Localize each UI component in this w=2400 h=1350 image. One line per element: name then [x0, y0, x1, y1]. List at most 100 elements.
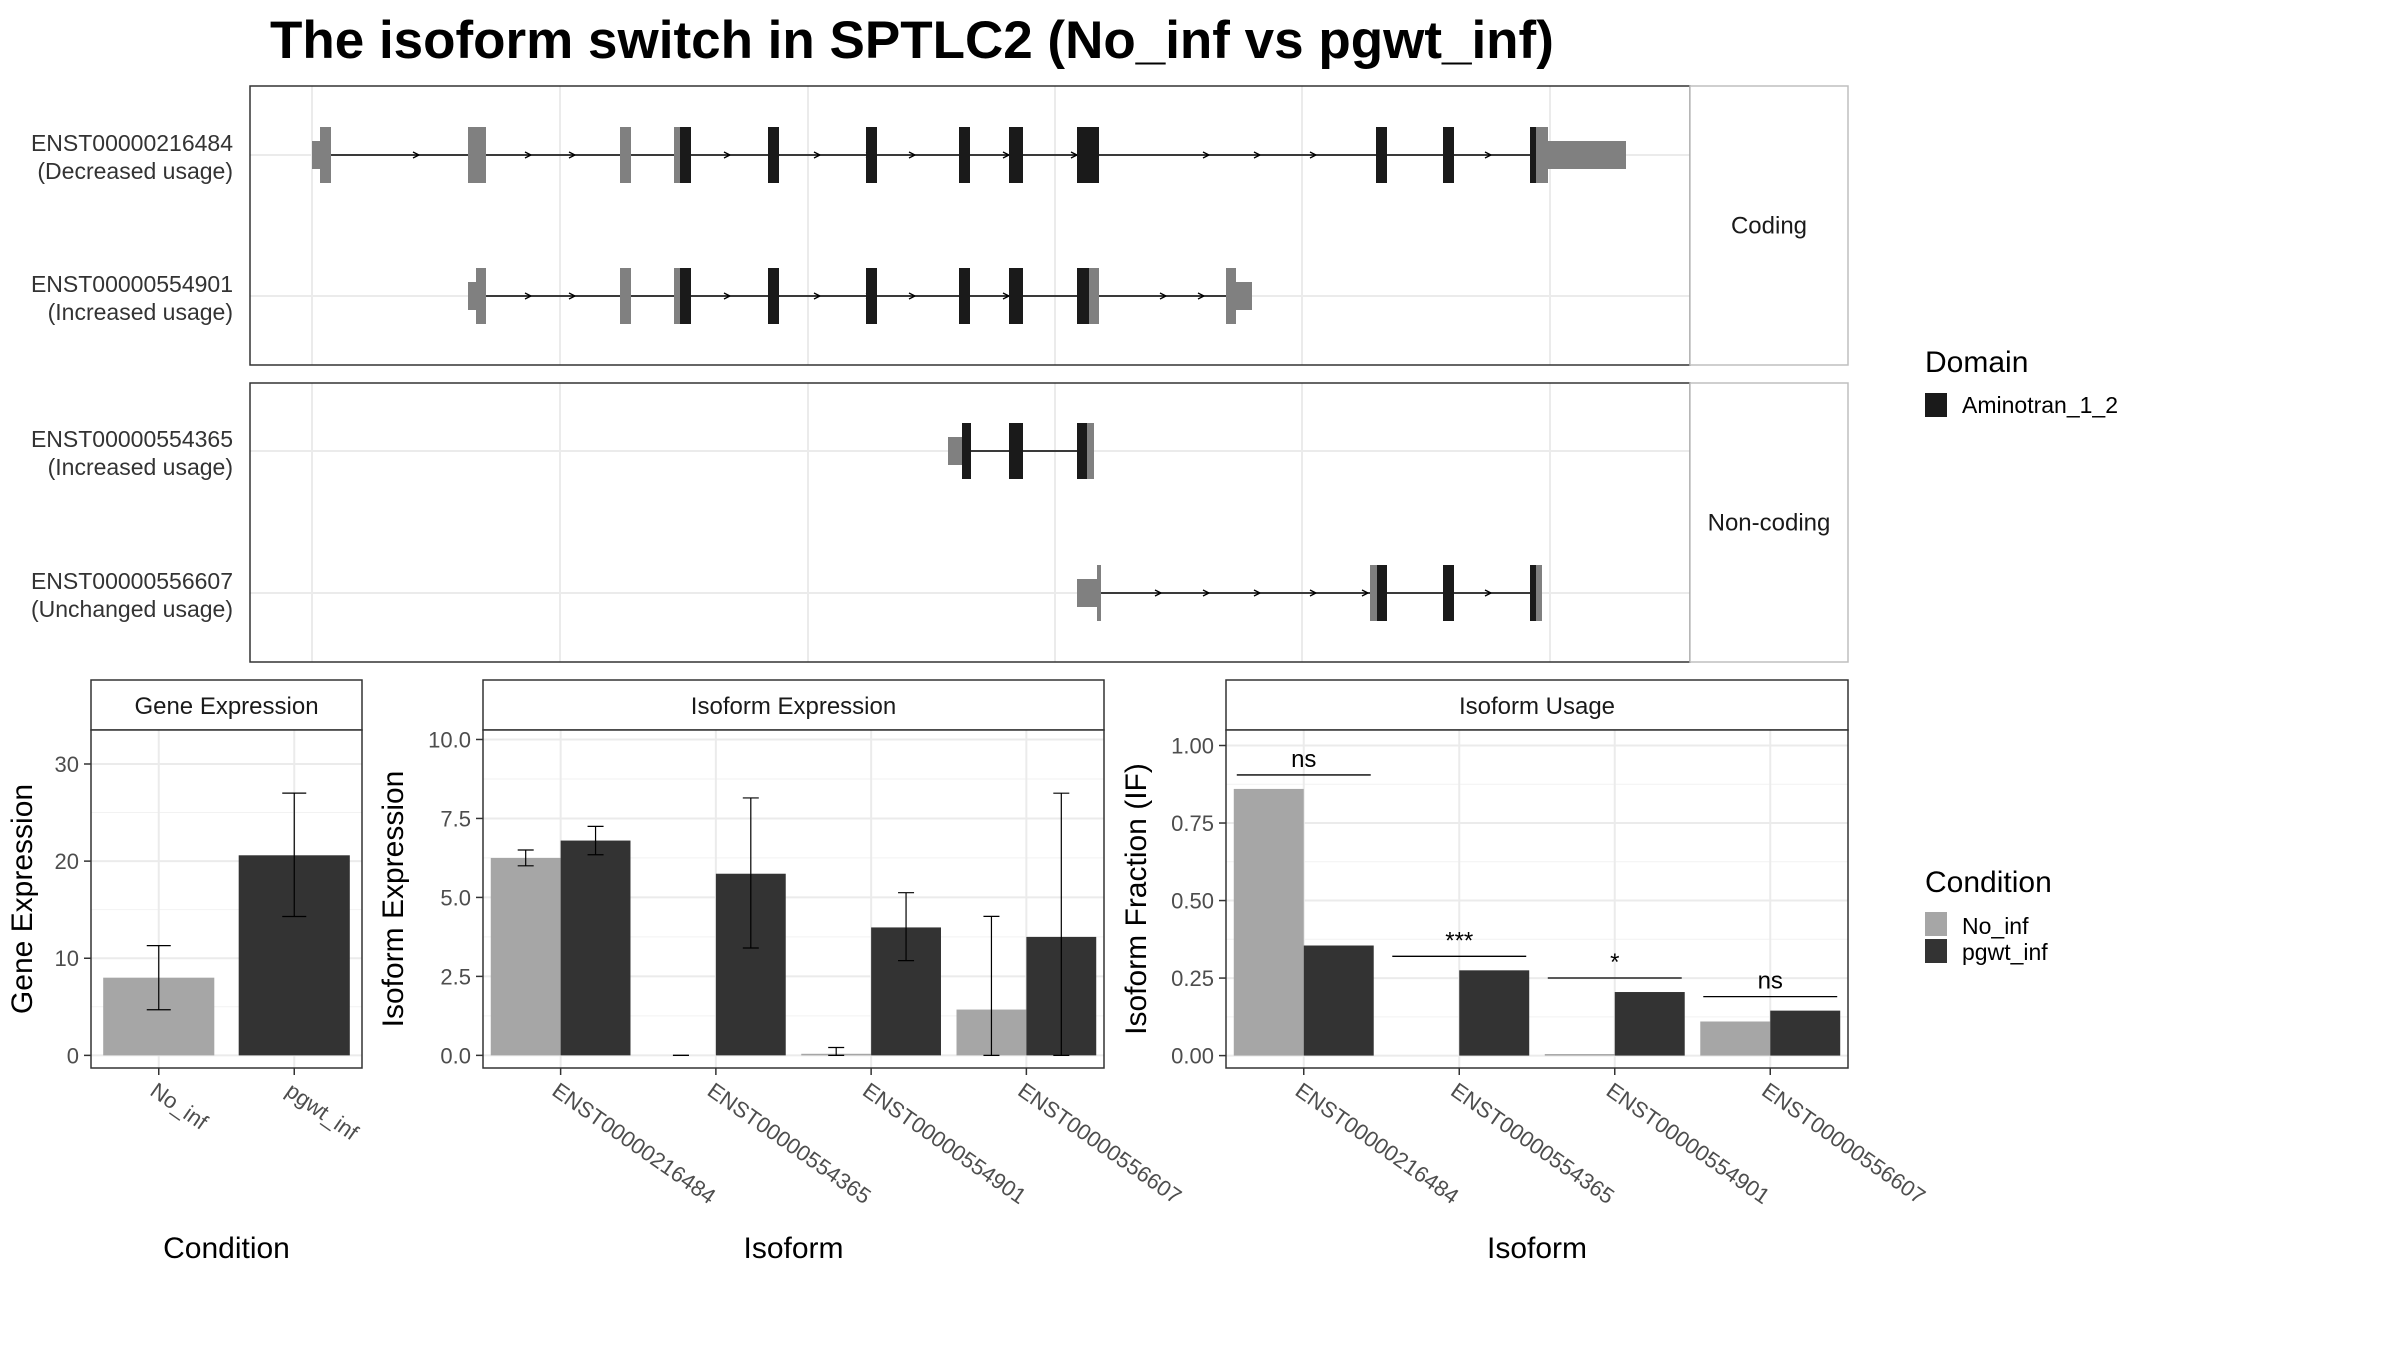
coding-exon	[1536, 127, 1548, 183]
y-tick-label: 30	[55, 752, 79, 777]
figure-title: The isoform switch in SPTLC2 (No_inf vs …	[270, 11, 1554, 70]
coding-exon	[1536, 565, 1542, 621]
domain-legend-label: Aminotran_1_2	[1962, 392, 2118, 418]
intron-arrow	[1309, 151, 1318, 159]
bar-pgwt_inf-ENST00000554901	[1614, 992, 1685, 1056]
facet-strip	[1689, 382, 1849, 663]
chart-strip	[482, 679, 1105, 731]
utr-exon	[1077, 579, 1097, 607]
domain-exon	[1443, 127, 1454, 183]
chart-title: Isoform Usage	[1459, 693, 1615, 720]
x-tick-label: ENST00000556607	[1014, 1078, 1187, 1209]
y-axis-title: Gene Expression	[6, 784, 39, 1014]
coding-exon	[674, 268, 680, 324]
domain-legend-title: Domain	[1925, 346, 2028, 379]
y-tick-label: 7.5	[440, 806, 471, 831]
domain-exon	[1530, 565, 1536, 621]
x-axis-title: Isoform	[1487, 1232, 1587, 1265]
intron-arrow	[1159, 292, 1168, 300]
intron-arrow	[524, 151, 533, 159]
y-tick-label: 0.50	[1171, 889, 1214, 914]
domain-exon	[866, 127, 877, 183]
bar-No_inf-ENST00000556607	[1700, 1021, 1771, 1056]
coding-exon	[620, 127, 631, 183]
y-tick-label: 1.00	[1171, 734, 1214, 759]
gene-expression-chart: Gene Expression 0 10 20 30 No_inf pgwt_inf Cond…	[6, 679, 364, 1265]
x-tick-label: ENST00000216484	[548, 1078, 721, 1209]
condition-legend: Condition No_inf pgwt_inf	[1925, 866, 2052, 965]
bar-No_inf-ENST00000216484	[1233, 788, 1304, 1056]
x-tick-label: No_inf	[146, 1078, 213, 1135]
significance-label: ns	[1291, 746, 1316, 773]
domain-exon	[1077, 127, 1099, 183]
y-tick-label: 0	[67, 1043, 79, 1068]
bar-pgwt_inf-ENST00000216484	[560, 840, 631, 1056]
intron-arrow	[1202, 589, 1211, 597]
domain-exon	[1009, 423, 1023, 479]
condition-legend-label-no-inf: No_inf	[1962, 913, 2029, 939]
domain-exon	[866, 268, 877, 324]
transcript-id-label: ENST00000554901	[31, 271, 233, 297]
transcript-id-label: ENST00000556607	[31, 568, 233, 594]
intron-arrow	[908, 292, 917, 300]
y-tick-label: 10	[55, 946, 79, 971]
chart-title: Isoform Expression	[691, 693, 896, 720]
intron-arrow	[1253, 589, 1262, 597]
domain-exon	[959, 268, 970, 324]
x-axis-title: Condition	[163, 1232, 290, 1265]
utr-exon	[948, 437, 962, 465]
y-axis-title: Isoform Fraction (IF)	[1120, 763, 1153, 1035]
domain-exon	[680, 268, 691, 324]
x-tick-label: ENST00000554365	[1446, 1078, 1619, 1209]
bar-pgwt_inf-ENST00000216484	[1303, 945, 1374, 1056]
bar-pgwt_inf-ENST00000556607	[1770, 1010, 1841, 1056]
intron-arrow	[412, 151, 421, 159]
intron-arrow	[1202, 151, 1211, 159]
domain-exon	[768, 127, 779, 183]
x-tick-label: pgwt_inf	[281, 1078, 363, 1146]
intron-arrow	[1484, 589, 1493, 597]
utr-exon	[1548, 141, 1626, 169]
condition-legend-label-pgwt-inf: pgwt_inf	[1962, 939, 2048, 965]
y-tick-label: 0.25	[1171, 966, 1214, 991]
intron-arrow	[568, 151, 577, 159]
utr-exon	[1236, 282, 1252, 310]
facet-label-0: Coding	[1731, 213, 1807, 240]
transcript-usage-label: (Increased usage)	[48, 299, 233, 325]
x-tick-label: ENST00000554365	[703, 1078, 876, 1209]
utr-exon	[468, 282, 476, 310]
domain-exon	[1077, 423, 1087, 479]
utr-exon	[312, 141, 322, 169]
condition-legend-swatch-no-inf	[1925, 912, 1947, 936]
domain-exon	[962, 423, 971, 479]
y-tick-label: 10.0	[428, 727, 471, 752]
coding-exon	[1226, 268, 1236, 324]
transcript-structure-panel: Coding Non-coding ENST00000216484(Decrease…	[31, 85, 1849, 663]
significance-label: ***	[1445, 927, 1473, 954]
domain-exon	[1443, 565, 1454, 621]
y-tick-label: 5.0	[440, 885, 471, 910]
coding-exon	[320, 127, 331, 183]
significance-label: *	[1610, 949, 1619, 976]
chart-strip	[1225, 679, 1849, 731]
intron-arrow	[1361, 589, 1370, 597]
domain-exon	[1009, 127, 1023, 183]
condition-legend-swatch-pgwt-inf	[1925, 939, 1947, 963]
coding-exon	[620, 268, 631, 324]
transcript-id-label: ENST00000216484	[31, 130, 233, 156]
isoform-usage-chart: Isoform Usagens****ns0.000.250.500.751.0…	[1120, 679, 1930, 1265]
intron-arrow	[813, 151, 822, 159]
coding-exon	[476, 268, 486, 324]
domain-exon	[1009, 268, 1023, 324]
coding-exon	[1370, 565, 1377, 621]
x-axis-title: Isoform	[743, 1232, 843, 1265]
domain-exon	[768, 268, 779, 324]
coding-exon	[468, 127, 486, 183]
chart-strip	[90, 679, 363, 731]
coding-exon	[674, 127, 680, 183]
significance-label: ns	[1758, 968, 1783, 995]
domain-exon	[959, 127, 970, 183]
y-tick-label: 2.5	[440, 964, 471, 989]
isoform-expression-chart: Isoform Expression 0.0 2.5 5.0 7.5 10.0 ENST00…	[377, 679, 1187, 1265]
intron-arrow	[1154, 589, 1163, 597]
